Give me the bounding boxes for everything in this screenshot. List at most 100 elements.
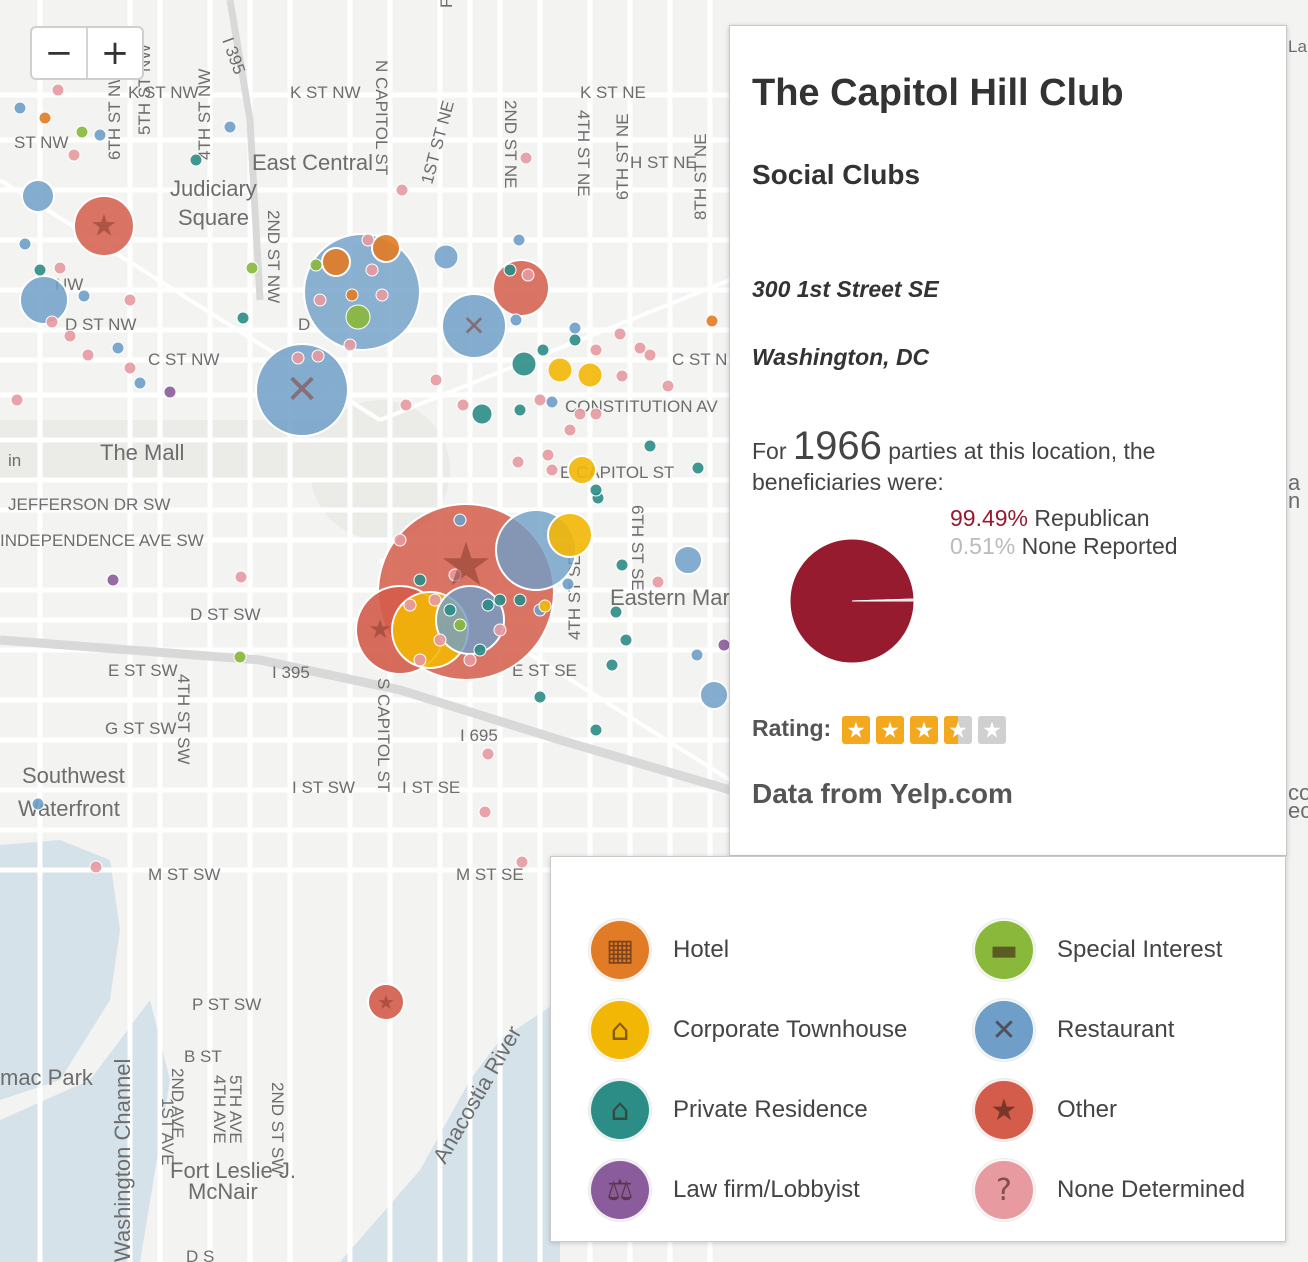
none-determined-marker[interactable] bbox=[456, 398, 470, 412]
townhouse-marker[interactable] bbox=[547, 512, 593, 558]
lobbyist-marker[interactable] bbox=[106, 573, 120, 587]
special-interest-marker[interactable] bbox=[245, 261, 259, 275]
none-determined-marker[interactable] bbox=[51, 83, 65, 97]
hotel-marker[interactable] bbox=[371, 233, 401, 263]
none-determined-marker[interactable] bbox=[643, 348, 657, 362]
residence-marker[interactable] bbox=[511, 351, 537, 377]
residence-marker[interactable] bbox=[473, 643, 487, 657]
residence-marker[interactable] bbox=[236, 311, 250, 325]
none-determined-marker[interactable] bbox=[661, 379, 675, 393]
residence-marker[interactable] bbox=[536, 343, 550, 357]
restaurant-marker[interactable] bbox=[21, 179, 55, 213]
none-determined-marker[interactable] bbox=[515, 855, 529, 869]
restaurant-marker[interactable] bbox=[19, 275, 69, 325]
special-interest-marker[interactable] bbox=[75, 125, 89, 139]
none-determined-marker[interactable] bbox=[399, 398, 413, 412]
hotel-marker[interactable] bbox=[345, 288, 359, 302]
restaurant-marker[interactable] bbox=[223, 120, 237, 134]
restaurant-cluster-marker[interactable] bbox=[303, 233, 421, 351]
residence-marker[interactable] bbox=[568, 333, 582, 347]
restaurant-marker[interactable] bbox=[690, 648, 704, 662]
none-determined-marker[interactable] bbox=[428, 593, 442, 607]
special-interest-marker[interactable] bbox=[345, 304, 371, 330]
none-determined-marker[interactable] bbox=[234, 570, 248, 584]
restaurant-marker[interactable] bbox=[93, 128, 107, 142]
restaurant-marker[interactable] bbox=[561, 577, 575, 591]
none-determined-marker[interactable] bbox=[478, 805, 492, 819]
none-determined-marker[interactable] bbox=[589, 343, 603, 357]
none-determined-marker[interactable] bbox=[429, 373, 443, 387]
residence-marker[interactable] bbox=[413, 573, 427, 587]
none-determined-marker[interactable] bbox=[633, 341, 647, 355]
none-determined-marker[interactable] bbox=[545, 463, 559, 477]
residence-marker[interactable] bbox=[615, 558, 629, 572]
residence-marker[interactable] bbox=[533, 690, 547, 704]
restaurant-marker[interactable] bbox=[699, 680, 729, 710]
restaurant-marker[interactable] bbox=[545, 395, 559, 409]
restaurant-marker[interactable] bbox=[111, 341, 125, 355]
townhouse-marker[interactable] bbox=[547, 357, 573, 383]
none-determined-marker[interactable] bbox=[375, 288, 389, 302]
none-determined-marker[interactable] bbox=[481, 747, 495, 761]
residence-marker[interactable] bbox=[493, 593, 507, 607]
none-determined-marker[interactable] bbox=[311, 349, 325, 363]
residence-marker[interactable] bbox=[33, 263, 47, 277]
none-determined-marker[interactable] bbox=[123, 293, 137, 307]
residence-marker[interactable] bbox=[443, 603, 457, 617]
none-determined-marker[interactable] bbox=[313, 293, 327, 307]
none-determined-marker[interactable] bbox=[573, 407, 587, 421]
restaurant-marker[interactable] bbox=[453, 513, 467, 527]
townhouse-marker[interactable] bbox=[567, 455, 597, 485]
residence-marker[interactable] bbox=[513, 593, 527, 607]
residence-marker[interactable] bbox=[589, 723, 603, 737]
restaurant-marker[interactable] bbox=[673, 545, 703, 575]
none-determined-marker[interactable] bbox=[291, 351, 305, 365]
none-determined-marker[interactable] bbox=[413, 653, 427, 667]
none-determined-marker[interactable] bbox=[448, 568, 462, 582]
none-determined-marker[interactable] bbox=[521, 268, 535, 282]
none-determined-marker[interactable] bbox=[343, 338, 357, 352]
townhouse-marker[interactable] bbox=[577, 362, 603, 388]
none-determined-marker[interactable] bbox=[511, 455, 525, 469]
townhouse-marker[interactable] bbox=[538, 599, 552, 613]
none-determined-marker[interactable] bbox=[589, 407, 603, 421]
residence-marker[interactable] bbox=[589, 483, 603, 497]
none-determined-marker[interactable] bbox=[365, 263, 379, 277]
residence-marker[interactable] bbox=[481, 598, 495, 612]
residence-marker[interactable] bbox=[513, 403, 527, 417]
zoom-out-button[interactable]: − bbox=[44, 33, 74, 73]
none-determined-marker[interactable] bbox=[541, 448, 555, 462]
none-determined-marker[interactable] bbox=[533, 393, 547, 407]
restaurant-marker[interactable] bbox=[512, 233, 526, 247]
residence-marker[interactable] bbox=[471, 403, 493, 425]
none-determined-marker[interactable] bbox=[63, 329, 77, 343]
hotel-marker[interactable] bbox=[321, 247, 351, 277]
none-determined-marker[interactable] bbox=[67, 148, 81, 162]
residence-marker[interactable] bbox=[503, 263, 517, 277]
none-determined-marker[interactable] bbox=[45, 315, 59, 329]
restaurant-marker[interactable] bbox=[433, 244, 459, 270]
lobbyist-marker[interactable] bbox=[163, 385, 177, 399]
restaurant-marker[interactable] bbox=[77, 289, 91, 303]
hotel-marker[interactable] bbox=[38, 111, 52, 125]
none-determined-marker[interactable] bbox=[123, 361, 137, 375]
restaurant-marker[interactable] bbox=[441, 293, 507, 359]
restaurant-marker[interactable] bbox=[509, 313, 523, 327]
hotel-marker[interactable] bbox=[705, 314, 719, 328]
restaurant-marker[interactable] bbox=[18, 237, 32, 251]
restaurant-marker[interactable] bbox=[133, 376, 147, 390]
none-determined-marker[interactable] bbox=[613, 327, 627, 341]
other-marker[interactable] bbox=[367, 983, 405, 1021]
none-determined-marker[interactable] bbox=[493, 623, 507, 637]
none-determined-marker[interactable] bbox=[563, 423, 577, 437]
none-determined-marker[interactable] bbox=[519, 151, 533, 165]
restaurant-marker[interactable] bbox=[31, 797, 45, 811]
restaurant-marker[interactable] bbox=[568, 321, 582, 335]
none-determined-marker[interactable] bbox=[81, 348, 95, 362]
none-determined-marker[interactable] bbox=[10, 393, 24, 407]
none-determined-marker[interactable] bbox=[361, 233, 375, 247]
special-interest-marker[interactable] bbox=[309, 258, 323, 272]
none-determined-marker[interactable] bbox=[651, 575, 665, 589]
zoom-in-button[interactable]: + bbox=[86, 28, 142, 78]
